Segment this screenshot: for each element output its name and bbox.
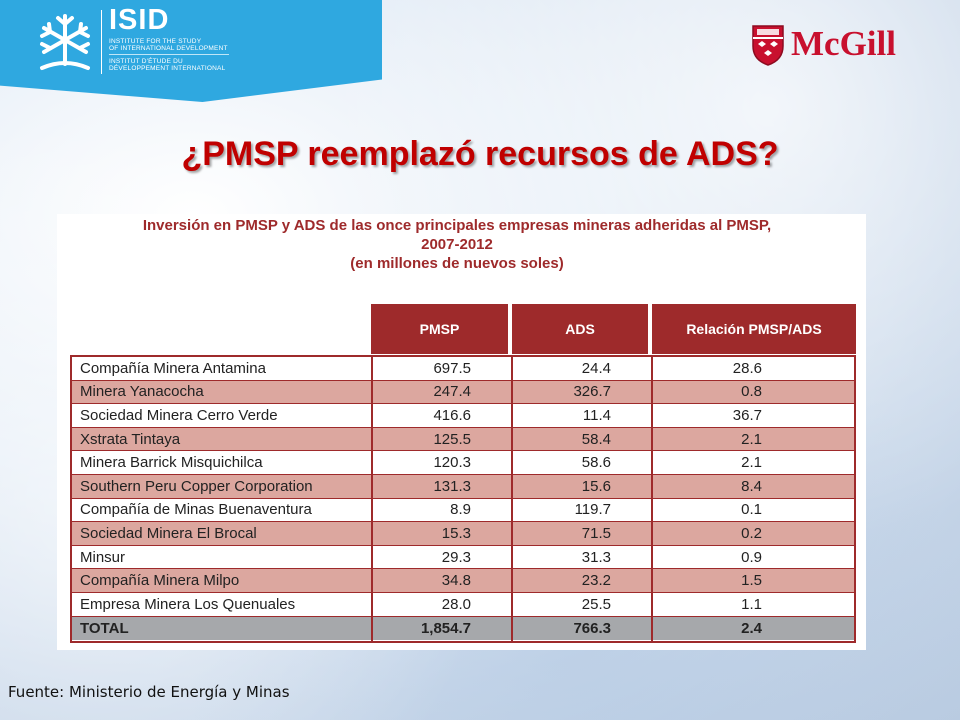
- ads-value: 71.5: [581, 524, 611, 542]
- pmsp-value: 247.4: [433, 383, 471, 401]
- company-name: Minera Barrick Misquichilca: [80, 454, 263, 472]
- isid-tree-icon: [40, 14, 90, 70]
- table-title-line3: (en millones de nuevos soles): [350, 255, 564, 272]
- column-divider: [651, 357, 653, 641]
- ratio-value: 1.5: [741, 572, 762, 590]
- table-title-line1: Inversión en PMSP y ADS de las once prin…: [142, 217, 772, 234]
- table-row: Compañía Minera Antamina 697.5 24.4 28.6: [72, 357, 854, 381]
- table-row: Compañía de Minas Buenaventura 8.9 119.7 0.…: [72, 499, 854, 523]
- ratio-value: 28.6: [732, 359, 762, 377]
- isid-acronym: ISID: [109, 4, 170, 36]
- isid-rule: [109, 54, 229, 55]
- ratio-value: 0.2: [741, 524, 762, 542]
- company-name: Sociedad Minera El Brocal: [80, 524, 257, 542]
- ads-value: 23.2: [581, 572, 611, 590]
- ads-value: 58.4: [581, 430, 611, 448]
- pmsp-value: 416.6: [433, 406, 471, 424]
- table-row: Sociedad Minera El Brocal 15.3 71.5 0.2: [72, 522, 854, 546]
- pmsp-value: 15.3: [441, 524, 471, 542]
- company-name: TOTAL: [80, 619, 129, 637]
- mcgill-wordmark: McGill: [791, 24, 896, 63]
- ads-value: 766.3: [573, 619, 611, 637]
- pmsp-value: 28.0: [441, 595, 471, 613]
- isid-name-fr-line2: DÉVELOPPEMENT INTERNATIONAL: [109, 65, 226, 72]
- isid-divider: [101, 10, 102, 74]
- isid-name-en-line2: OF INTERNATIONAL DEVELOPMENT: [109, 45, 228, 52]
- company-name: Compañía Minera Milpo: [80, 572, 240, 590]
- ratio-value: 36.7: [732, 406, 762, 424]
- table-row: Southern Peru Copper Corporation 131.3 15.…: [72, 475, 854, 499]
- company-name: Minera Yanacocha: [80, 383, 204, 401]
- table-row: Xstrata Tintaya 125.5 58.4 2.1: [72, 427, 854, 452]
- pmsp-value: 8.9: [450, 501, 471, 519]
- ratio-value: 8.4: [741, 477, 762, 495]
- company-name: Minsur: [80, 548, 126, 566]
- pmsp-value: 1,854.7: [420, 619, 471, 637]
- pmsp-value: 125.5: [433, 430, 471, 448]
- ads-value: 326.7: [573, 383, 611, 401]
- column-header-pmsp: PMSP: [371, 304, 508, 354]
- company-name: Empresa Minera Los Quenuales: [80, 595, 296, 613]
- ads-value: 119.7: [574, 501, 611, 519]
- ads-value: 24.4: [581, 359, 611, 377]
- ads-value: 31.3: [581, 548, 611, 566]
- table-row: Empresa Minera Los Quenuales 28.0 25.5 1.1: [72, 593, 854, 617]
- isid-banner: ISID INSTITUTE FOR THE STUDY OF INTERNAT…: [0, 0, 382, 102]
- ads-value: 58.6: [581, 454, 611, 472]
- pmsp-value: 29.3: [441, 548, 471, 566]
- table-row: Minsur 29.3 31.3 0.9: [72, 546, 854, 570]
- column-divider: [371, 357, 373, 641]
- ratio-value: 0.9: [741, 548, 762, 566]
- table-total-row: TOTAL 1,854.7 766.3 2.4: [72, 616, 854, 641]
- ratio-value: 2.1: [741, 430, 762, 448]
- column-divider: [511, 357, 513, 641]
- ads-value: 25.5: [581, 595, 611, 613]
- ratio-value: 0.1: [741, 501, 762, 519]
- pmsp-value: 697.5: [433, 359, 471, 377]
- pmsp-value: 131.3: [433, 477, 471, 495]
- slide-title: ¿PMSP reemplazó recursos de ADS?: [181, 135, 779, 173]
- table-panel: Inversión en PMSP y ADS de las once prin…: [57, 214, 866, 650]
- ads-value: 15.6: [581, 477, 611, 495]
- company-name: Southern Peru Copper Corporation: [80, 477, 313, 495]
- pmsp-value: 34.8: [441, 572, 471, 590]
- table-row: Minera Barrick Misquichilca 120.3 58.6 2.1: [72, 451, 854, 475]
- ratio-value: 2.4: [741, 619, 762, 637]
- isid-name-fr-line1: INSTITUT D'ÉTUDE DU: [109, 58, 183, 65]
- column-header-ads: ADS: [512, 304, 648, 354]
- isid-name-en-line1: INSTITUTE FOR THE STUDY: [109, 38, 202, 45]
- company-name: Compañía Minera Antamina: [80, 359, 266, 377]
- data-table: TOTAL 1,854.7 766.3 2.4 Empresa Minera Los Q…: [70, 355, 856, 643]
- pmsp-value: 120.3: [433, 454, 471, 472]
- company-name: Compañía de Minas Buenaventura: [80, 501, 312, 519]
- table-title: Inversión en PMSP y ADS de las once prin…: [57, 216, 857, 273]
- company-name: Sociedad Minera Cerro Verde: [80, 406, 278, 424]
- ads-value: 11.4: [582, 406, 611, 424]
- column-header-ratio: Relación PMSP/ADS: [652, 304, 856, 354]
- ratio-value: 2.1: [741, 454, 762, 472]
- source-note: Fuente: Ministerio de Energía y Minas: [8, 683, 290, 701]
- table-title-line2: 2007-2012: [421, 236, 493, 253]
- table-row: Compañía Minera Milpo 34.8 23.2 1.5: [72, 569, 854, 593]
- company-name: Xstrata Tintaya: [80, 430, 181, 448]
- mcgill-crest-icon: [752, 25, 784, 66]
- table-row: Sociedad Minera Cerro Verde 416.6 11.4 36.7: [72, 404, 854, 428]
- ratio-value: 0.8: [741, 383, 762, 401]
- table-row: Minera Yanacocha 247.4 326.7 0.8: [72, 380, 854, 405]
- ratio-value: 1.1: [741, 595, 762, 613]
